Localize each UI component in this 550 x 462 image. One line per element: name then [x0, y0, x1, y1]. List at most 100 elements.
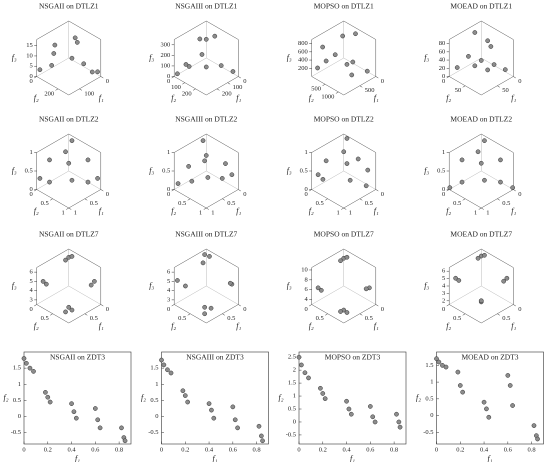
x-tick-label: 0 [518, 78, 521, 85]
point [397, 424, 403, 430]
z-axis-label: f₃ [12, 166, 17, 175]
point [365, 167, 371, 173]
y-tick-label: 0.5 [178, 200, 186, 207]
point [40, 279, 46, 284]
point [372, 419, 378, 425]
z-tick-label: 3 [29, 296, 32, 303]
y-tick-label: 0 [442, 78, 445, 85]
z-tick-label: 3 [167, 296, 170, 303]
point [320, 176, 326, 182]
point [69, 307, 75, 313]
box-edge [174, 248, 207, 268]
y-tick [335, 91, 339, 94]
y-tick [446, 304, 450, 307]
point [203, 153, 209, 158]
point [507, 383, 513, 388]
panel-title: NSGAIII on DTLZ2 [175, 115, 237, 124]
point [63, 309, 68, 315]
x-tick-label: 0 [243, 306, 246, 313]
y-tick-label: 0.5 [150, 397, 158, 404]
back-edge [36, 285, 69, 305]
box-edge [68, 304, 101, 324]
x-tick-label: 100 [233, 84, 243, 91]
y-tick-label: 0 [155, 413, 158, 420]
point [122, 438, 128, 444]
y-axis-label: f₂ [446, 207, 451, 216]
z-tick-label: 40 [439, 57, 446, 64]
z-tick-label: 6 [29, 269, 33, 276]
x-tick-label: 1 [349, 209, 352, 216]
x-tick [84, 313, 88, 316]
box-edge [206, 133, 239, 153]
x-tick-label: 0.6 [229, 446, 238, 453]
z-tick-label: 5 [167, 278, 170, 285]
z-axis-label: f₃ [149, 281, 154, 290]
point [218, 63, 224, 68]
point [501, 278, 507, 284]
point [370, 414, 376, 420]
panel-title: MOPSO on DTLZ7 [314, 230, 374, 239]
x-tick-label: 100 [84, 90, 94, 97]
x-tick-label: 0.5 [365, 315, 373, 322]
x-tick-label: 1 [211, 209, 214, 216]
z-tick-label: 0.5 [300, 167, 308, 174]
box-edge [174, 76, 207, 96]
point [498, 179, 503, 185]
y-tick-label: 1 [337, 209, 340, 216]
y-tick-label: -0.5 [11, 429, 21, 436]
x-tick [481, 207, 484, 210]
point [88, 282, 94, 288]
point [81, 61, 87, 67]
panel-title: NSGAII on DTLZ2 [39, 115, 99, 124]
point [315, 172, 321, 178]
point [456, 278, 462, 283]
point [165, 367, 170, 373]
box-edge [68, 133, 101, 153]
point [66, 304, 72, 310]
box-edge [311, 133, 344, 153]
y-tick [322, 83, 326, 86]
point [344, 310, 350, 315]
point [504, 275, 510, 281]
y-tick [34, 304, 37, 307]
point [332, 52, 338, 58]
y-tick-label: 0 [442, 191, 445, 198]
x-tick [100, 189, 104, 192]
x-tick-label: 0 [518, 306, 521, 313]
x-tick [222, 313, 225, 316]
point [353, 31, 358, 37]
point [296, 354, 302, 360]
x-tick [513, 76, 516, 79]
y-tick [325, 313, 328, 316]
point [346, 406, 352, 412]
x-tick-label: 0.5 [365, 200, 373, 207]
box-edge [343, 20, 376, 40]
box-edge [36, 133, 69, 153]
panel-title: MOPSO on ZDT3 [325, 353, 381, 362]
point [459, 179, 465, 185]
y-tick-label: 1.5 [425, 362, 433, 369]
y-axis-label: f₂ [309, 94, 314, 103]
box-edge [481, 248, 514, 268]
panel-title: MOEAD on DTLZ2 [450, 115, 512, 124]
z-tick-label: 10 [26, 52, 33, 59]
point [315, 285, 321, 291]
y-tick [182, 82, 186, 85]
x-tick-label: 0 [106, 78, 109, 85]
y-tick-label: 0 [29, 306, 32, 313]
point [323, 158, 329, 164]
y-tick-label: 0 [304, 306, 307, 313]
point [482, 252, 487, 258]
point [491, 62, 497, 67]
z-axis-label: f₃ [12, 53, 17, 62]
point [235, 425, 240, 431]
x-tick-label: 0 [297, 446, 300, 453]
y-tick-label: 1.5 [288, 380, 296, 387]
point [203, 64, 209, 70]
x-tick-label: 0 [106, 191, 109, 198]
y-tick-label: 500 [311, 86, 321, 93]
x-axis-label: f₁ [99, 322, 104, 331]
point [209, 407, 214, 413]
x-tick-label: 0 [518, 191, 521, 198]
x-tick-label: 0.5 [227, 315, 235, 322]
